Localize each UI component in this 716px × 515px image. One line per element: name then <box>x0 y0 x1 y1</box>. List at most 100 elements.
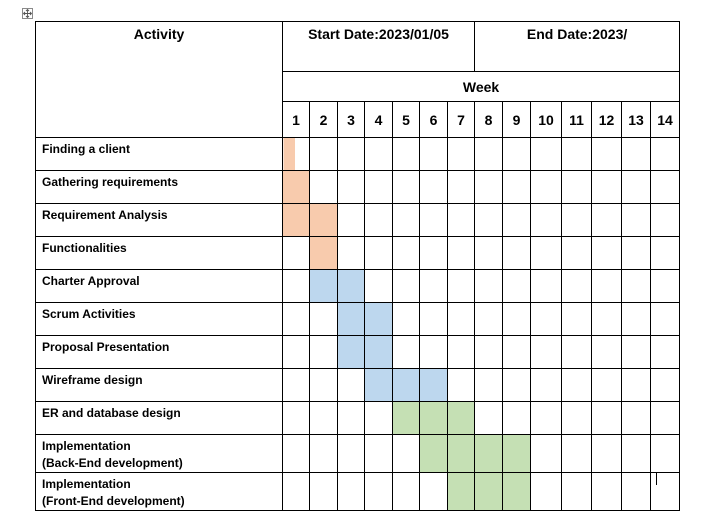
activity-name: Gathering requirements <box>35 170 283 204</box>
week-cell <box>621 269 652 303</box>
week-cell <box>502 236 532 270</box>
week-cell <box>621 137 652 171</box>
week-cell <box>530 269 563 303</box>
week-number-cell: 3 <box>337 101 365 138</box>
bar-segment <box>419 368 448 402</box>
activity-name: ER and database design <box>35 401 283 435</box>
activity-name-line: Charter Approval <box>42 274 140 288</box>
week-cell <box>591 302 623 336</box>
week-cell <box>337 170 365 204</box>
bar-segment <box>419 401 448 435</box>
activity-name: Scrum Activities <box>35 302 283 336</box>
week-cell <box>392 434 420 473</box>
week-cell <box>502 401 532 435</box>
activity-name-line: Scrum Activities <box>42 307 136 321</box>
week-cell <box>419 236 448 270</box>
week-cell <box>502 335 532 369</box>
week-cell <box>282 236 310 270</box>
week-cell <box>530 203 563 237</box>
week-cell <box>561 368 593 402</box>
bar-segment <box>309 236 338 270</box>
week-cell <box>591 335 623 369</box>
week-cell <box>621 401 652 435</box>
week-cell <box>621 434 652 473</box>
week-cell <box>561 137 593 171</box>
week-cell <box>309 302 338 336</box>
activity-name: Functionalities <box>35 236 283 270</box>
week-cell <box>591 269 623 303</box>
week-cell <box>337 137 365 171</box>
table-row: Wireframe design <box>35 368 681 402</box>
week-cell <box>502 137 532 171</box>
week-number-cell: 2 <box>309 101 338 138</box>
week-cell <box>309 137 338 171</box>
week-cell <box>337 203 365 237</box>
week-cell <box>530 170 563 204</box>
start-date-header: Start Date:2023/01/05 <box>281 21 476 72</box>
week-cell <box>474 137 504 171</box>
week-cell <box>282 269 310 303</box>
bar-segment <box>364 368 393 402</box>
week-cell <box>446 203 476 237</box>
bar-segment <box>309 203 338 237</box>
week-cell <box>419 472 448 511</box>
activity-name: Proposal Presentation <box>35 335 283 369</box>
week-cell <box>650 368 681 402</box>
week-cell <box>530 434 563 473</box>
week-cell <box>621 302 652 336</box>
activity-name: Finding a client <box>35 137 283 171</box>
week-cell <box>591 203 623 237</box>
week-cell <box>474 302 504 336</box>
bar-segment <box>474 434 504 473</box>
week-cell <box>530 236 563 270</box>
week-cell <box>282 401 310 435</box>
week-cell <box>392 236 420 270</box>
week-cell <box>364 236 393 270</box>
week-number-cell: 8 <box>474 101 504 138</box>
week-cell <box>650 269 681 303</box>
gantt-table: Activity Start Date:2023/01/05 End Date:… <box>35 21 681 511</box>
week-cell <box>446 170 476 204</box>
week-cell <box>591 368 623 402</box>
activity-name-line: (Back-End development) <box>42 456 183 470</box>
week-cell <box>621 335 652 369</box>
bar-segment <box>364 302 393 336</box>
week-cell <box>474 401 504 435</box>
week-cell <box>309 401 338 435</box>
week-cell <box>282 302 310 336</box>
bar-segment <box>419 434 448 473</box>
activity-name-line: ER and database design <box>42 406 181 420</box>
header-row-dates: Activity Start Date:2023/01/05 End Date:… <box>35 21 681 138</box>
bar-segment <box>446 434 476 473</box>
week-cell <box>392 472 420 511</box>
table-row: Requirement Analysis <box>35 203 681 237</box>
week-cell <box>561 434 593 473</box>
bar-segment <box>502 434 532 473</box>
week-cell <box>474 203 504 237</box>
week-cell <box>650 137 681 171</box>
bar-segment <box>364 335 393 369</box>
activity-name-line: Implementation <box>42 439 131 453</box>
week-cell <box>530 472 563 511</box>
week-cell <box>530 302 563 336</box>
week-cell <box>337 472 365 511</box>
activity-name-line: Implementation <box>42 477 131 491</box>
week-cell <box>591 170 623 204</box>
activity-name: Implementation (Back-End development) <box>35 434 283 473</box>
week-number-cell: 9 <box>502 101 532 138</box>
week-cell <box>446 236 476 270</box>
week-cell <box>650 302 681 336</box>
week-cell <box>364 401 393 435</box>
week-cell <box>561 472 593 511</box>
week-cell <box>474 170 504 204</box>
bar-segment <box>446 472 476 511</box>
table-move-handle-icon[interactable] <box>22 8 33 19</box>
week-number-cell: 11 <box>561 101 593 138</box>
table-row: Proposal Presentation <box>35 335 681 369</box>
bar-segment <box>337 302 365 336</box>
week-cell <box>392 137 420 171</box>
week-cell <box>364 472 393 511</box>
week-cell <box>446 269 476 303</box>
activity-name-line: Wireframe design <box>42 373 143 387</box>
end-date-header: End Date:2023/ <box>474 21 681 72</box>
